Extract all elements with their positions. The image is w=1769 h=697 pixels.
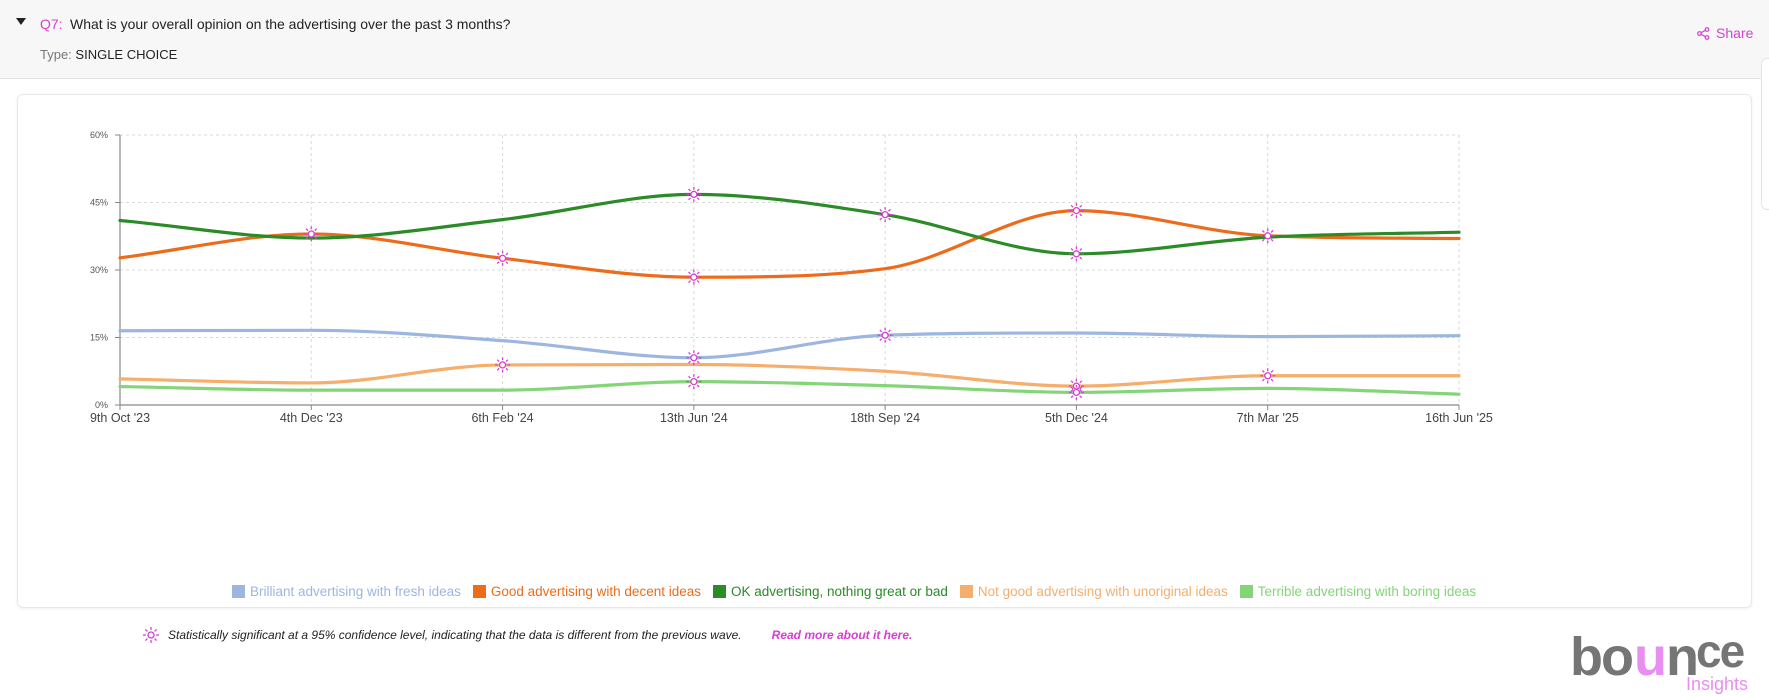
read-more-link[interactable]: Read more about it here. (771, 628, 913, 642)
x-tick-label: 5th Dec '24 (1045, 411, 1108, 425)
legend-swatch (1239, 585, 1253, 598)
legend-swatch (713, 585, 726, 598)
question-header: Q7: What is your overall opinion on the … (0, 0, 1769, 79)
significance-marker (686, 186, 702, 202)
share-icon (1697, 26, 1710, 40)
legend-swatch (472, 585, 486, 598)
legend-swatch (232, 585, 245, 598)
significance-marker (495, 357, 511, 373)
series-line-not-good-advertising-with-unoriginal-ideas (118, 362, 1461, 388)
significance-marker (1068, 203, 1084, 219)
significance-marker (1068, 246, 1084, 262)
significance-marker (1260, 228, 1276, 244)
question-number: Q7: (40, 16, 63, 32)
share-button[interactable]: Share (1697, 25, 1753, 41)
collapse-caret-icon[interactable] (16, 18, 26, 25)
series-line-ok-advertising-nothing-great-or-bad (118, 192, 1461, 256)
side-panel-tab[interactable] (1761, 58, 1769, 210)
bounce-insights-logo: bo u n ce Insights (1570, 627, 1748, 694)
x-tick-label: 16th Jun '25 (1425, 411, 1493, 425)
significance-marker (877, 207, 893, 223)
question-type-label: Type: (40, 47, 72, 62)
significance-note: Statistically significant at a 95% confi… (142, 626, 912, 644)
legend-label: OK advertising, nothing great or bad (731, 584, 948, 599)
legend-label: Good advertising with decent ideas (490, 584, 701, 599)
significance-icon (143, 627, 159, 643)
logo-text-u: u (1634, 627, 1667, 687)
x-tick-label: 9th Oct '23 (90, 411, 150, 425)
question-text: What is your overall opinion on the adve… (70, 16, 511, 32)
y-tick-label: 30% (90, 265, 108, 275)
x-tick-label: 4th Dec '23 (280, 411, 343, 425)
significance-note-text: Statistically significant at a 95% confi… (168, 628, 742, 642)
chart-legend: Brilliant advertising with fresh ideas Go… (232, 584, 1476, 599)
series-line-terrible-advertising-with-boring-ideas (118, 379, 1461, 396)
significance-marker (1068, 384, 1084, 400)
question-type-value: SINGLE CHOICE (75, 47, 178, 62)
logo-text-ce: ce (1696, 627, 1745, 677)
legend-label: Not good advertising with unoriginal ide… (977, 584, 1228, 599)
y-tick-label: 45% (90, 198, 108, 208)
series-line-good-advertising-with-decent-ideas (118, 208, 1461, 279)
y-tick-label: 0% (95, 400, 108, 410)
logo-text-bo: bo (1570, 627, 1632, 687)
significance-marker (686, 374, 702, 390)
significance-marker (877, 327, 893, 343)
share-label: Share (1716, 25, 1754, 41)
y-tick-label: 60% (90, 130, 108, 140)
x-tick-label: 18th Sep '24 (850, 411, 920, 425)
legend-item[interactable]: Good advertising with decent ideas (472, 584, 701, 599)
chart-card: 0% 15% 30% 45% 60% 9th Oct '23 4th Dec '23 6th … (17, 94, 1752, 694)
legend-item[interactable]: Not good advertising with unoriginal ide… (959, 584, 1228, 599)
legend-item[interactable]: Brilliant advertising with fresh ideas (232, 584, 461, 599)
significance-marker (686, 350, 702, 366)
legend-label: Terrible advertising with boring ideas (1257, 584, 1477, 599)
line-chart: 0% 15% 30% 45% 60% 9th Oct '23 4th Dec '23 6th … (90, 130, 1493, 425)
series-line-brilliant-advertising-with-fresh-ideas (118, 328, 1461, 360)
logo-subtext: Insights (1686, 674, 1748, 694)
question-type: Type: SINGLE CHOICE (40, 47, 177, 62)
significance-marker (303, 226, 319, 242)
significance-marker (1260, 368, 1276, 384)
legend-label: Brilliant advertising with fresh ideas (250, 584, 461, 599)
legend-item[interactable]: Terrible advertising with boring ideas (1239, 584, 1477, 599)
y-tick-label: 15% (90, 333, 108, 343)
x-tick-label: 7th Mar '25 (1237, 411, 1299, 425)
x-tick-label: 6th Feb '24 (471, 411, 533, 425)
significance-marker (686, 269, 702, 285)
legend-item[interactable]: OK advertising, nothing great or bad (713, 584, 948, 599)
legend-swatch (959, 585, 973, 598)
x-tick-label: 13th Jun '24 (660, 411, 728, 425)
significance-marker (495, 250, 511, 266)
